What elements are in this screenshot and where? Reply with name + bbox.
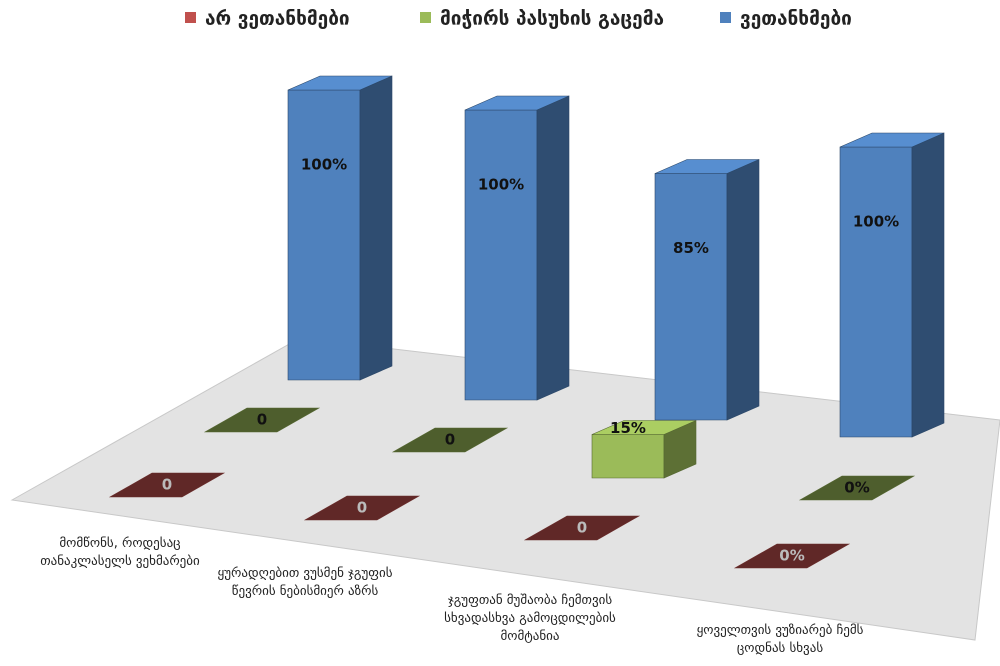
bar-front [287, 89, 361, 381]
bar [303, 495, 421, 521]
data-label: 0 [162, 476, 172, 494]
x-tick-label: ყოველთვის ვუზიარებ ჩემს ცოდნას სხვას [696, 623, 864, 656]
data-label: 100% [853, 213, 899, 231]
legend-swatch [185, 12, 196, 23]
data-label: 0 [257, 411, 267, 429]
bar-front [654, 173, 728, 421]
bar [733, 543, 851, 569]
data-label: 100% [301, 156, 347, 174]
bar-side [359, 75, 393, 381]
bar [391, 427, 509, 453]
bar [839, 132, 945, 438]
data-label: 0 [577, 519, 587, 537]
bar-side [536, 95, 570, 401]
bar [108, 472, 226, 498]
bar-top [464, 95, 570, 111]
bar [798, 475, 916, 501]
legend-label: ვეთანხმები [740, 8, 852, 30]
legend-label: არ ვეთანხმები [205, 8, 350, 30]
bar [287, 75, 393, 381]
legend-label: მიჭირს პასუხის გაცემა [440, 8, 664, 30]
bar-top [303, 495, 421, 521]
x-tick-label: ჯგუფთან მუშაობა ჩემთვის სხვადასხვა გამოც… [444, 593, 616, 644]
bar-front [464, 109, 538, 401]
bar-top [654, 159, 760, 174]
bar [654, 159, 760, 421]
bar-front [591, 434, 665, 479]
bar-top [203, 407, 321, 433]
x-tick-label: მომწონს, როდესაც თანაკლასელს ვეხმარები [40, 536, 200, 569]
bar [203, 407, 321, 433]
legend-swatch [420, 12, 431, 23]
bar-top [591, 420, 697, 435]
data-label: 0 [445, 431, 455, 449]
x-tick-label: ყურადღებით ვუსმენ ჯგუფის წევრის ნებისმიე… [217, 566, 393, 599]
data-label: 0% [844, 479, 869, 497]
bar-side [911, 132, 945, 438]
data-label: 100% [478, 176, 524, 194]
bar [591, 420, 697, 479]
data-label: 15% [610, 419, 646, 437]
bar-top [287, 75, 393, 91]
bar-side [726, 159, 760, 421]
bar-front [839, 146, 913, 438]
bar-top [108, 472, 226, 498]
bar [464, 95, 570, 401]
data-label: 0 [357, 499, 367, 517]
data-label: 85% [673, 239, 709, 257]
bar [523, 515, 641, 541]
bar-top [839, 132, 945, 148]
bar-top [733, 543, 851, 569]
bar-top [391, 427, 509, 453]
bar-top [523, 515, 641, 541]
legend-swatch [720, 12, 731, 23]
bar-top [798, 475, 916, 501]
data-label: 0% [779, 547, 804, 565]
